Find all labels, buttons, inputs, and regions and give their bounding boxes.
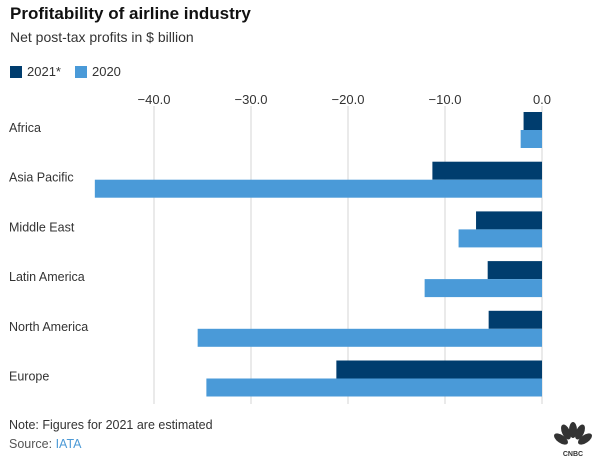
bar-2020 bbox=[94, 179, 542, 198]
legend-swatch-2021 bbox=[10, 65, 22, 78]
bar-2021 bbox=[476, 211, 542, 230]
bar-2021 bbox=[336, 360, 542, 379]
category-label: Europe bbox=[9, 370, 49, 384]
category-label: Latin America bbox=[9, 270, 85, 284]
x-tick-label: −10.0 bbox=[429, 92, 462, 107]
bar-2020 bbox=[206, 378, 542, 397]
bar-2020 bbox=[424, 279, 542, 298]
legend-item-2020: 2020 bbox=[74, 64, 121, 79]
bar-chart: −40.0 −30.0 −20.0 −10.0 0.0 Africa Asia Pacifi… bbox=[9, 92, 551, 404]
cnbc-peacock-logo: CNBC bbox=[554, 422, 592, 458]
legend-swatch-2020 bbox=[74, 65, 87, 78]
source-label: Source: bbox=[9, 437, 56, 451]
chart-title: Profitability of airline industry bbox=[10, 4, 251, 23]
source-line: Source: IATA bbox=[9, 437, 82, 451]
logo-text: CNBC bbox=[563, 451, 583, 458]
legend-item-2021: 2021* bbox=[10, 64, 61, 79]
legend-label-2021: 2021* bbox=[27, 64, 61, 79]
bar-2021 bbox=[487, 261, 542, 280]
category-label: Africa bbox=[9, 121, 41, 135]
legend: 2021* 2020 bbox=[10, 64, 135, 79]
bar-2021 bbox=[432, 161, 542, 180]
footnote: Note: Figures for 2021 are estimated bbox=[9, 418, 213, 432]
legend-label-2020: 2020 bbox=[91, 64, 121, 79]
x-tick-label: 0.0 bbox=[533, 92, 551, 107]
category-label: Asia Pacific bbox=[9, 171, 74, 185]
bar-2020 bbox=[458, 229, 542, 248]
x-tick-label: −30.0 bbox=[235, 92, 268, 107]
bar-2020 bbox=[197, 328, 542, 347]
bar-2021 bbox=[523, 112, 542, 130]
bar-2021 bbox=[488, 310, 542, 329]
source-link[interactable]: IATA bbox=[55, 437, 82, 451]
category-label: Middle East bbox=[9, 220, 75, 234]
x-tick-label: −40.0 bbox=[138, 92, 171, 107]
chart-subtitle: Net post-tax profits in $ billion bbox=[10, 29, 194, 45]
category-label: North America bbox=[9, 320, 88, 334]
bar-2020 bbox=[520, 130, 542, 148]
x-tick-label: −20.0 bbox=[332, 92, 365, 107]
